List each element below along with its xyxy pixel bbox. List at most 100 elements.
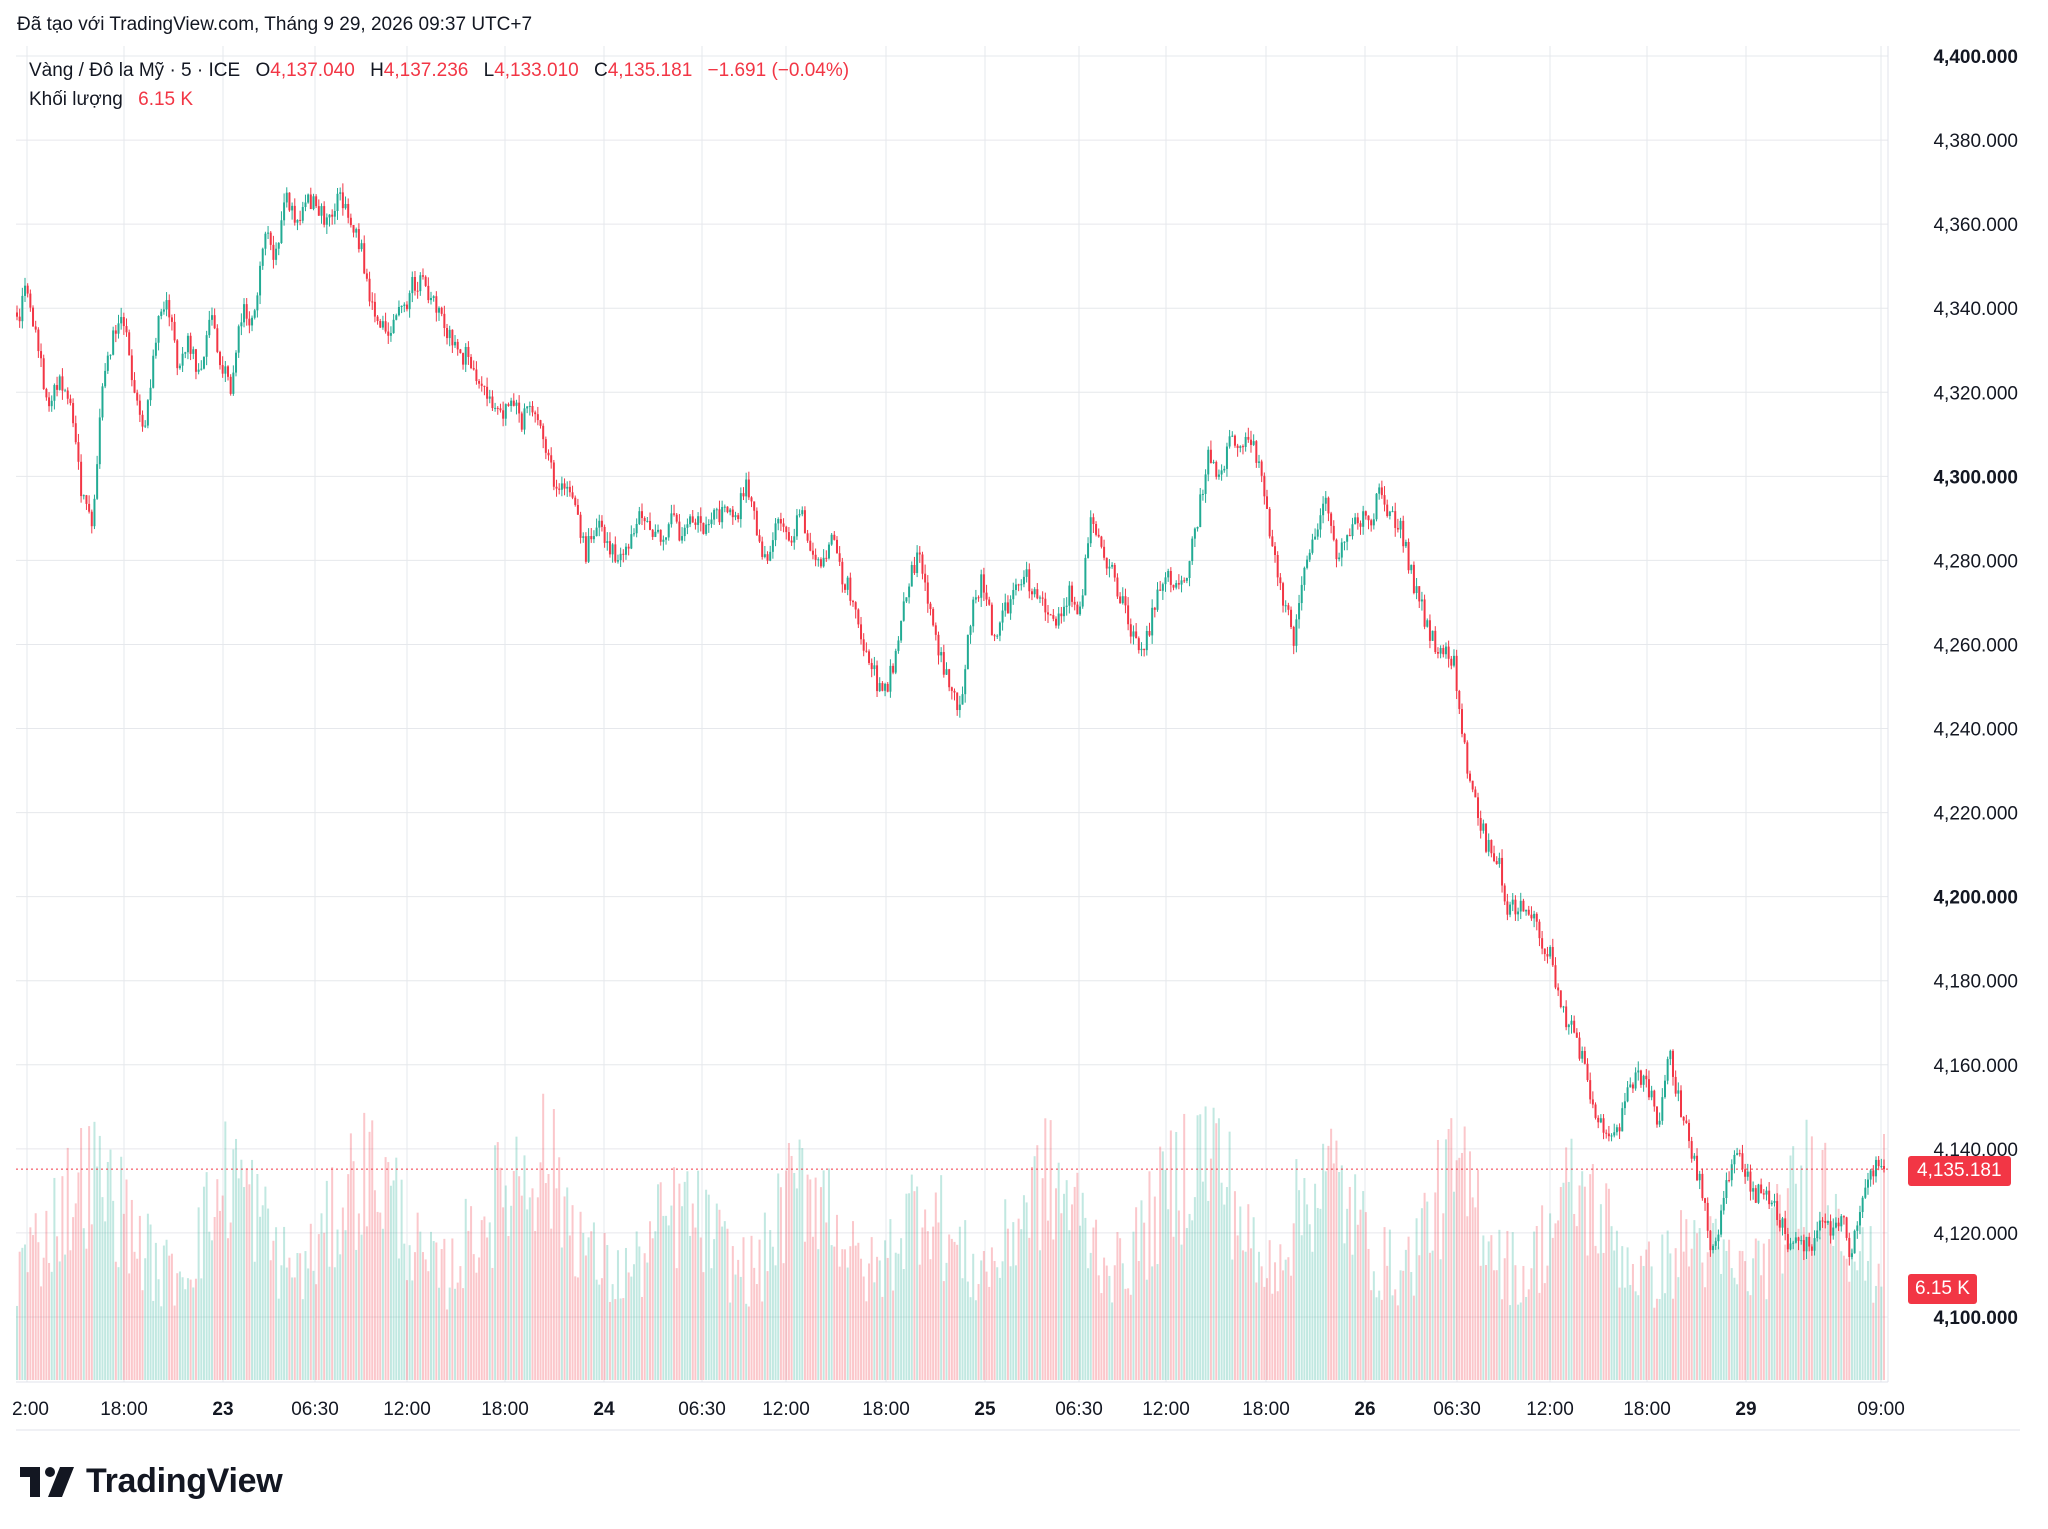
candle-body bbox=[149, 387, 152, 401]
volume-bar bbox=[1728, 1239, 1731, 1380]
volume-bar bbox=[42, 1257, 45, 1380]
candle-body bbox=[416, 290, 419, 292]
candle-body bbox=[1314, 536, 1317, 540]
candle-body bbox=[328, 214, 331, 218]
candle-body bbox=[1498, 857, 1501, 864]
volume-bar bbox=[1033, 1156, 1036, 1380]
volume-bar bbox=[560, 1247, 563, 1380]
volume-bar bbox=[1858, 1251, 1861, 1380]
candle-body bbox=[715, 509, 718, 511]
volume-bar bbox=[1864, 1280, 1867, 1380]
x-tick-label: 18:00 bbox=[1242, 1399, 1290, 1420]
candle-body bbox=[1559, 990, 1562, 1007]
volume-bar bbox=[1688, 1266, 1691, 1380]
candle-body bbox=[1188, 561, 1191, 578]
candle-body bbox=[1116, 577, 1119, 597]
volume-bar bbox=[1810, 1136, 1813, 1380]
candle-body bbox=[1164, 577, 1167, 585]
candle-body bbox=[817, 559, 820, 561]
candle-body bbox=[870, 662, 873, 670]
volume-bar bbox=[1287, 1257, 1290, 1380]
volume-bar bbox=[162, 1245, 165, 1380]
candle-body bbox=[678, 521, 681, 541]
last-price-tag: 4,135.181 bbox=[1908, 1156, 2011, 1186]
candle-body bbox=[798, 514, 801, 516]
candle-body bbox=[1802, 1240, 1805, 1252]
volume-bar bbox=[1006, 1228, 1009, 1380]
candle-body bbox=[194, 349, 197, 372]
volume-bar bbox=[689, 1235, 692, 1380]
volume-bar bbox=[534, 1230, 537, 1380]
volume-bar bbox=[1824, 1142, 1827, 1380]
candle-body bbox=[1877, 1159, 1880, 1167]
volume-bar bbox=[128, 1273, 131, 1380]
volume-bar bbox=[1100, 1293, 1103, 1380]
volume-bar bbox=[825, 1222, 828, 1380]
candle-body bbox=[643, 518, 646, 522]
volume-bar bbox=[1367, 1248, 1370, 1380]
candle-body bbox=[1663, 1080, 1666, 1098]
symbol-name[interactable]: Vàng / Đô la Mỹ · 5 · ICE bbox=[29, 60, 241, 81]
candle-body bbox=[243, 304, 246, 323]
tradingview-logo[interactable]: TradingView bbox=[20, 1462, 283, 1501]
candle-body bbox=[491, 396, 494, 409]
candle-body bbox=[966, 634, 969, 670]
volume-bar bbox=[550, 1228, 553, 1380]
volume-bar bbox=[1629, 1284, 1632, 1380]
volume-bar bbox=[632, 1264, 635, 1380]
candle-body bbox=[884, 683, 887, 691]
volume-bar bbox=[1610, 1226, 1613, 1380]
candle-body bbox=[192, 349, 195, 354]
candle-body bbox=[1177, 583, 1180, 585]
candle-body bbox=[929, 603, 932, 610]
volume-bar bbox=[408, 1245, 411, 1380]
candle-body bbox=[769, 551, 772, 561]
volume-label[interactable]: Khối lượng bbox=[29, 89, 123, 110]
volume-bar bbox=[45, 1210, 48, 1380]
candle-body bbox=[1736, 1153, 1739, 1155]
volume-bar bbox=[1215, 1123, 1218, 1380]
volume-bar bbox=[1244, 1251, 1247, 1380]
volume-bar bbox=[630, 1276, 633, 1380]
candle-body bbox=[1180, 580, 1183, 585]
volume-bar bbox=[841, 1249, 844, 1380]
volume-bar bbox=[900, 1238, 903, 1380]
price-axis[interactable]: 4,100.000 4,120.000 4,140.000 4,160.000 4,18… bbox=[1933, 47, 2018, 1329]
volume-bar bbox=[69, 1250, 72, 1380]
volume-bar bbox=[1444, 1139, 1447, 1380]
volume-bar bbox=[1274, 1262, 1277, 1380]
volume-bar bbox=[600, 1278, 603, 1380]
candle-body bbox=[112, 330, 115, 355]
volume-bar bbox=[339, 1254, 342, 1380]
candle-body bbox=[237, 326, 240, 353]
volume-bar bbox=[1626, 1247, 1629, 1380]
volume-bar bbox=[1848, 1281, 1851, 1380]
volume-bar bbox=[299, 1253, 302, 1380]
volume-bar bbox=[910, 1174, 913, 1380]
candle-body bbox=[539, 420, 542, 426]
candle-body bbox=[168, 300, 171, 318]
candle-body bbox=[1712, 1245, 1715, 1251]
volume-bar bbox=[336, 1229, 339, 1380]
volume-bar bbox=[18, 1251, 21, 1380]
candle-body bbox=[1682, 1116, 1685, 1121]
volume-bar bbox=[1872, 1302, 1875, 1380]
volume-bar bbox=[916, 1186, 919, 1380]
candle-body bbox=[40, 351, 43, 359]
volume-bar bbox=[961, 1278, 964, 1380]
volume-bar bbox=[817, 1249, 820, 1380]
candle-body bbox=[357, 229, 360, 250]
time-axis[interactable]: 2:00 18:00 23 06:30 12:00 18:00 24 06:30 12:00 18… bbox=[12, 1399, 1905, 1420]
candle-body bbox=[1063, 606, 1066, 617]
volume-bar bbox=[774, 1265, 777, 1380]
volume-bar bbox=[582, 1232, 585, 1380]
volume-bar bbox=[218, 1210, 221, 1380]
candle-body bbox=[608, 541, 611, 555]
candle-body bbox=[443, 313, 446, 328]
candle-body bbox=[1121, 596, 1124, 604]
candle-body bbox=[1864, 1187, 1867, 1198]
candle-body bbox=[766, 554, 769, 561]
volume-bar bbox=[1295, 1159, 1298, 1380]
volume-bar bbox=[341, 1207, 344, 1380]
